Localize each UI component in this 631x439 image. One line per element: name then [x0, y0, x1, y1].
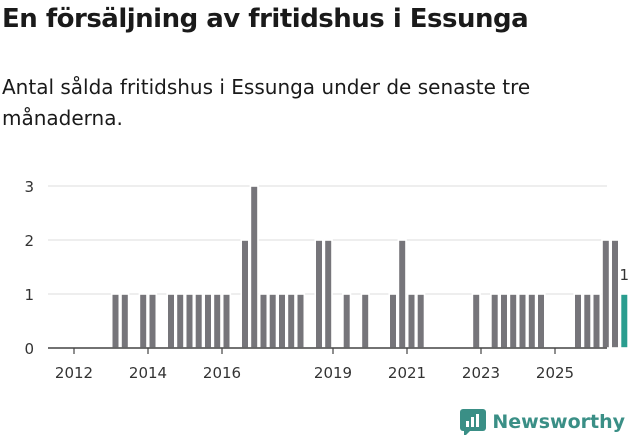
- bar-2027-Q2: [619, 293, 629, 349]
- bar-2017-Q4: [268, 293, 278, 349]
- y-tick-label: 0: [24, 340, 34, 358]
- bar-2015-Q3: [184, 293, 195, 349]
- y-tick-label: 3: [24, 178, 34, 196]
- bar-2027-Q1: [610, 239, 620, 349]
- bar-2018-Q3: [295, 293, 306, 349]
- bar-2017-Q3: [258, 293, 269, 349]
- x-tick-label: 2012: [55, 364, 93, 382]
- bar-2015-Q2: [175, 293, 185, 349]
- x-tick-label: 2019: [314, 364, 352, 382]
- bar-2019-Q1: [314, 239, 324, 349]
- x-tick-label: 2021: [388, 364, 426, 382]
- bar-2026-Q3: [591, 293, 602, 349]
- bar-2015-Q4: [194, 293, 204, 349]
- bar-2026-Q1: [573, 293, 583, 349]
- newsworthy-logo-icon: [460, 409, 487, 435]
- bar-2024-Q3: [517, 293, 528, 349]
- bar-2016-Q2: [212, 293, 222, 349]
- brand-name: Newsworthy: [492, 411, 625, 433]
- bar-2013-Q3: [110, 293, 121, 349]
- x-tick-label: 2023: [462, 364, 500, 382]
- bar-2019-Q2: [323, 239, 333, 349]
- bar-2015-Q1: [166, 293, 176, 349]
- x-tick-label: 2014: [129, 364, 167, 382]
- bar-2025-Q1: [536, 293, 546, 349]
- x-tick-label: 2016: [203, 364, 241, 382]
- bar-2017-Q2: [249, 185, 259, 349]
- bar-2021-Q2: [397, 239, 407, 349]
- x-axis-ticks: 2012 2014 2016 2019 2021 2023 2025: [55, 348, 574, 382]
- bar-2026-Q2: [582, 293, 592, 349]
- y-axis-ticks: 0 1 2 3: [24, 178, 34, 358]
- bar-2018-Q1: [277, 293, 287, 349]
- bar-2021-Q4: [416, 293, 426, 349]
- bar-2021-Q3: [406, 293, 417, 349]
- bar-2016-Q1: [203, 293, 213, 349]
- x-tick-label: 2025: [536, 364, 574, 382]
- chart-subtitle: Antal sålda fritidshus i Essunga under d…: [2, 75, 531, 130]
- bar-2018-Q2: [286, 293, 296, 349]
- bar-2024-Q2: [508, 293, 518, 349]
- bar-2026-Q4: [601, 239, 611, 349]
- bar-2014-Q2: [138, 293, 148, 349]
- y-tick-label: 2: [24, 232, 34, 250]
- chart-title: En försäljning av fritidshus i Essunga: [2, 4, 529, 34]
- bars: [110, 185, 629, 349]
- bar-2019-Q4: [342, 293, 352, 349]
- bar-2023-Q2: [471, 293, 481, 349]
- bar-2020-Q2: [360, 293, 370, 349]
- y-tick-label: 1: [24, 286, 34, 304]
- bar-2024-Q1: [499, 293, 509, 349]
- data-label: 1: [619, 266, 629, 284]
- bar-2013-Q4: [120, 293, 130, 349]
- data-labels: 1: [619, 266, 629, 284]
- bar-chart: 0 1 2 3 2012 2014 2016 2019 2021 2023 2025 1: [24, 178, 629, 382]
- bar-2024-Q4: [527, 293, 537, 349]
- bar-2021-Q1: [388, 293, 398, 349]
- bar-2014-Q3: [147, 293, 158, 349]
- bar-2023-Q4: [490, 293, 500, 349]
- bar-2017-Q1: [240, 239, 250, 349]
- brand-logo: Newsworthy: [460, 409, 625, 435]
- bar-2016-Q3: [221, 293, 232, 349]
